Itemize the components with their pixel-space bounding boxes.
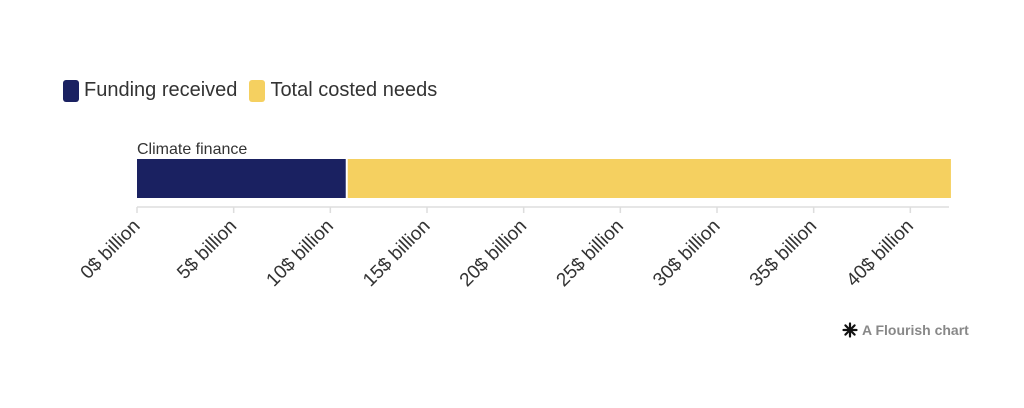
legend-label-funding-received: Funding received <box>84 79 238 101</box>
x-axis-tick-label: 5$ billion <box>173 216 241 284</box>
legend-swatch-total-costed-needs <box>249 79 266 102</box>
bar-segment-total-costed-needs <box>347 159 951 198</box>
bar-row-label: Climate finance <box>137 141 247 158</box>
bar-segment-funding-received <box>137 159 346 198</box>
x-axis-tick-label: 10$ billion <box>263 216 338 291</box>
flourish-asterisk-icon <box>842 322 858 338</box>
legend-swatch-funding-received <box>63 79 79 102</box>
legend-item-total-costed-needs[interactable]: Total costed needs <box>249 79 437 102</box>
chart-legend: Funding received Total costed needs <box>63 79 449 102</box>
x-axis-tick-label: 25$ billion <box>553 216 628 291</box>
x-axis-tick-label: 20$ billion <box>456 216 531 291</box>
x-axis-tick-label: 30$ billion <box>649 216 724 291</box>
legend-label-total-costed-needs: Total costed needs <box>270 79 438 101</box>
x-axis-tick-label: 0$ billion <box>77 216 145 284</box>
flourish-credit-link[interactable]: A Flourish chart <box>842 322 969 338</box>
x-axis-tick-label: 40$ billion <box>843 216 918 291</box>
legend-item-funding-received[interactable]: Funding received <box>63 79 237 102</box>
flourish-credit-text: A Flourish chart <box>862 322 969 338</box>
x-axis-tick-label: 35$ billion <box>746 216 821 291</box>
x-axis-tick-label: 15$ billion <box>359 216 434 291</box>
